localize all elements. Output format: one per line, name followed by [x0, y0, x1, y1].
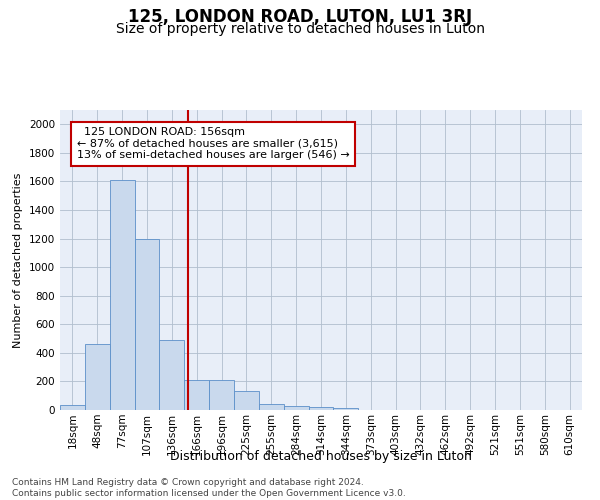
Bar [334, 408, 358, 410]
Text: Contains HM Land Registry data © Crown copyright and database right 2024.
Contai: Contains HM Land Registry data © Crown c… [12, 478, 406, 498]
Text: 125, LONDON ROAD, LUTON, LU1 3RJ: 125, LONDON ROAD, LUTON, LU1 3RJ [128, 8, 472, 26]
Bar [134, 240, 160, 410]
Text: Distribution of detached houses by size in Luton: Distribution of detached houses by size … [170, 450, 472, 463]
Bar [234, 392, 259, 410]
Bar [284, 406, 308, 410]
Bar [209, 380, 234, 410]
Bar [184, 380, 209, 410]
Bar [85, 344, 110, 410]
Bar [60, 405, 85, 410]
Text: Size of property relative to detached houses in Luton: Size of property relative to detached ho… [115, 22, 485, 36]
Bar [110, 180, 134, 410]
Text: 125 LONDON ROAD: 156sqm
← 87% of detached houses are smaller (3,615)
13% of semi: 125 LONDON ROAD: 156sqm ← 87% of detache… [77, 127, 350, 160]
Bar [160, 340, 184, 410]
Bar [308, 407, 334, 410]
Y-axis label: Number of detached properties: Number of detached properties [13, 172, 23, 348]
Bar [259, 404, 284, 410]
